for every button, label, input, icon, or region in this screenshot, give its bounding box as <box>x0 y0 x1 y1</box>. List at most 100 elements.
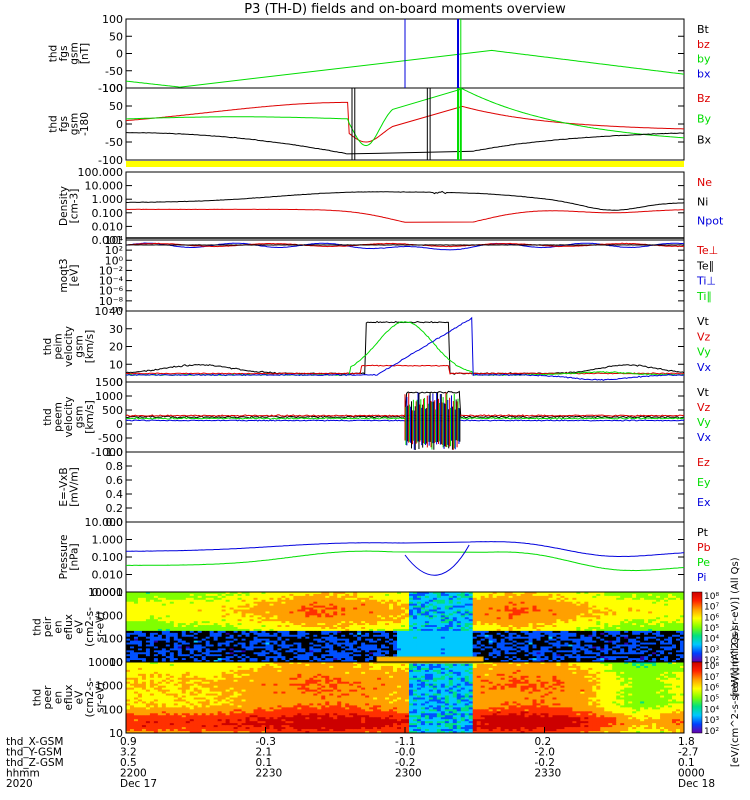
y-axis-label: [eV] <box>68 265 80 287</box>
y-axis-label: moqt3 <box>58 258 70 292</box>
y-tick-label: 0.6 <box>106 474 124 487</box>
legend-Vt: Vt <box>697 386 710 399</box>
colorbar-tick-label: 10⁶ <box>704 684 719 694</box>
x-tick-label: -0.2 <box>395 757 416 769</box>
ion-flux-band <box>376 656 484 664</box>
legend-Vy: Vy <box>697 416 711 429</box>
spectrogram-ion <box>126 592 684 662</box>
y-tick-label: 50 <box>109 30 123 43</box>
colorbar <box>691 591 703 663</box>
series-Bz <box>126 101 684 143</box>
y-axis-label: (cm2-s- <box>84 607 96 647</box>
legend-Vx: Vx <box>697 431 712 444</box>
y-axis-label: thd <box>42 338 54 355</box>
y-tick-label: 10² <box>105 244 123 257</box>
series-Ne <box>126 208 684 223</box>
legend-Ez: Ez <box>697 456 710 469</box>
colorbar-tick-label: 10⁷ <box>704 673 719 683</box>
y-tick-label: 10.000 <box>85 180 124 193</box>
series-by <box>126 49 684 88</box>
colorbar-label: [eV/(cm^2-s-sr-eV)] (All Qs) <box>730 557 741 696</box>
x-tick-label: 0.9 <box>120 736 137 748</box>
y-axis-label: [nT] <box>79 43 91 64</box>
y-tick-label: 10⁻⁶ <box>99 285 124 298</box>
legend-Te∥: Te∥ <box>696 259 714 272</box>
y-tick-label: 0.2 <box>106 502 124 515</box>
y-tick-label: 0 <box>116 418 123 431</box>
panel-frame <box>125 239 685 312</box>
panel-frame <box>125 451 685 523</box>
y-tick-label: -100 <box>98 154 123 167</box>
x-tick-label: -0.2 <box>535 757 556 769</box>
y-axis-label: -180 <box>79 112 91 136</box>
legend-by: by <box>697 53 711 66</box>
y-axis-label: [km/s] <box>84 400 96 434</box>
quality-flag-bar <box>126 161 684 167</box>
legend-Ex: Ex <box>697 496 711 509</box>
y-tick-label: 500 <box>102 404 123 417</box>
y-tick-label: 1.000 <box>92 193 124 206</box>
y-tick-label: 10⁻⁸ <box>99 295 124 308</box>
y-axis-label: Pressure <box>58 535 70 580</box>
y-tick-label: 100 <box>102 633 123 646</box>
y-tick-label: 10⁰ <box>105 254 124 267</box>
y-tick-label: 10 <box>109 358 123 371</box>
colorbar-tick-label: 10⁴ <box>704 635 719 645</box>
panel-frame <box>125 87 685 161</box>
x-tick-label: 0.1 <box>678 757 695 769</box>
y-tick-label: 10⁴ <box>105 234 124 247</box>
colorbar-tick-label: 10⁵ <box>704 695 719 705</box>
y-tick-label: 10⁻² <box>99 264 123 277</box>
series-Ti-perp <box>126 242 684 251</box>
legend-Vz: Vz <box>697 330 711 343</box>
x-tick-label: -1.1 <box>395 736 416 748</box>
series-Pe <box>126 550 684 572</box>
colorbar-label: [eV/(cm^2-s-sr-eV)] (All Qs) <box>730 628 741 767</box>
y-tick-label: 1000 <box>95 390 123 403</box>
y-tick-label: 0.001 <box>92 586 124 599</box>
y-tick-label: 10000 <box>88 656 123 669</box>
panel-7: 1.00.80.60.40.20.0 E=-VxB[mV/m] Ez Ey Ex <box>58 446 711 529</box>
x-tick-label: 2.1 <box>256 747 273 759</box>
y-axis-label: velocity <box>63 396 75 437</box>
y-tick-label: 30 <box>109 323 123 336</box>
x-tick-label: 2300 <box>395 768 422 780</box>
x-tick-label: 0.5 <box>120 757 137 769</box>
y-axis-label: thd <box>32 618 44 635</box>
y-axis-label: sr-eV) <box>95 682 107 713</box>
series-Vy <box>126 321 684 377</box>
y-axis-label: peim <box>53 333 65 359</box>
legend-Pb: Pb <box>697 541 711 554</box>
legend-Vx: Vx <box>697 361 712 374</box>
x-tick-label: 0.2 <box>535 736 552 748</box>
series-Pi <box>126 541 684 558</box>
y-axis-label: (cm2-s- <box>84 677 96 717</box>
y-tick-label: 1000 <box>95 609 123 622</box>
series-By <box>126 88 684 147</box>
y-tick-label: 0.010 <box>92 220 124 233</box>
y-tick-label: -50 <box>105 136 123 149</box>
x-tick-label: 2200 <box>120 768 147 780</box>
legend-Vt: Vt <box>697 315 710 328</box>
legend-Pt: Pt <box>697 526 709 539</box>
spectrogram-electron <box>126 662 684 733</box>
y-tick-label: -1000 <box>91 446 123 459</box>
legend-Pi: Pi <box>697 571 706 584</box>
y-axis-label: thd <box>42 408 54 425</box>
x-tick-label: -0.3 <box>256 736 277 748</box>
y-axis-label: fgs <box>58 116 70 132</box>
y-tick-label: 40 <box>109 305 123 318</box>
y-tick-label: 0.100 <box>92 207 124 220</box>
y-tick-label: 10⁻¹⁰ <box>94 305 123 318</box>
colorbar-tick-label: 10⁵ <box>704 624 719 634</box>
y-axis-label: thd <box>47 115 59 132</box>
colorbar-tick-label: 10⁸ <box>704 592 719 602</box>
y-axis-label: eV <box>74 690 86 704</box>
x-tick-label: -0.0 <box>395 747 416 759</box>
x-tick-label: 0.1 <box>256 757 273 769</box>
y-tick-label: 0.0 <box>106 516 124 529</box>
y-tick-label: 100 <box>102 13 123 26</box>
